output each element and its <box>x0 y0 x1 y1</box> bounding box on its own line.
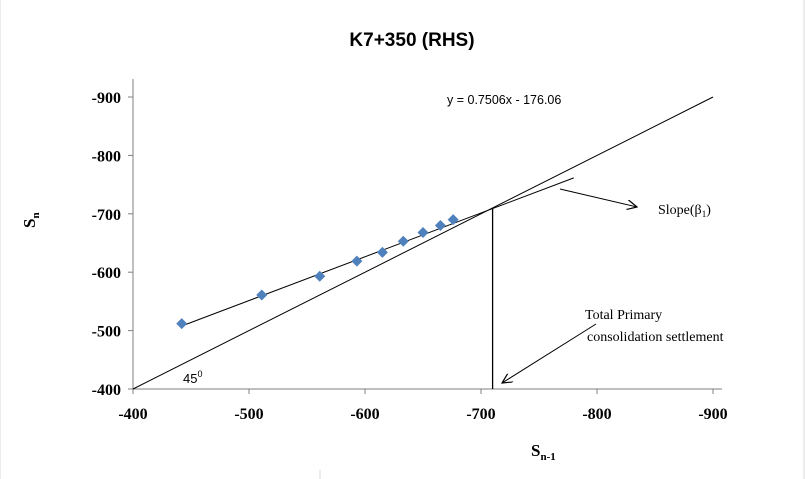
data-points <box>176 214 459 330</box>
angle-label: 450 <box>183 369 202 386</box>
data-point <box>256 289 268 301</box>
settlement-annotation-line2: consolidation settlement <box>587 330 724 345</box>
x-axis-label: Sn-1 <box>531 441 556 463</box>
x-tick-marks <box>132 389 714 394</box>
x-tick-label: -800 <box>582 406 611 423</box>
data-point <box>351 255 363 267</box>
y-tick-label: -700 <box>92 207 121 224</box>
data-point <box>434 219 446 231</box>
data-point <box>447 214 459 226</box>
x-tick-label: -900 <box>698 406 727 423</box>
slope-arrow <box>559 188 637 207</box>
data-point <box>397 235 409 247</box>
settlement-annotation-line1: Total Primary <box>585 308 662 323</box>
y-tick-marks <box>128 96 133 390</box>
data-point <box>417 226 429 238</box>
y-tick-label: -800 <box>92 148 121 165</box>
x-tick-label: -500 <box>234 406 263 423</box>
settlement-arrow <box>502 323 597 383</box>
y-axis-label: Sn <box>20 212 42 228</box>
y-tick-label: -900 <box>92 90 121 107</box>
x-tick-label: -600 <box>350 406 379 423</box>
y-tick-label: -500 <box>92 324 121 341</box>
chart-title: K7+350 (RHS) <box>349 30 474 51</box>
x-tick-label: -700 <box>466 406 495 423</box>
slope-annotation: Slope(β1) <box>658 203 711 219</box>
y-tick-labels: -400 -500 -600 -700 -800 -900 <box>92 90 121 399</box>
trendline-equation: y = 0.7506x - 176.06 <box>447 93 561 107</box>
data-point <box>176 318 188 330</box>
y-tick-label: -600 <box>92 265 121 282</box>
data-point <box>314 270 326 282</box>
data-point <box>376 246 388 258</box>
reference-45deg-line <box>132 96 714 390</box>
y-tick-label: -400 <box>92 382 121 399</box>
x-tick-labels: -400 -500 -600 -700 -800 -900 <box>118 406 727 423</box>
x-tick-label: -400 <box>118 406 147 423</box>
